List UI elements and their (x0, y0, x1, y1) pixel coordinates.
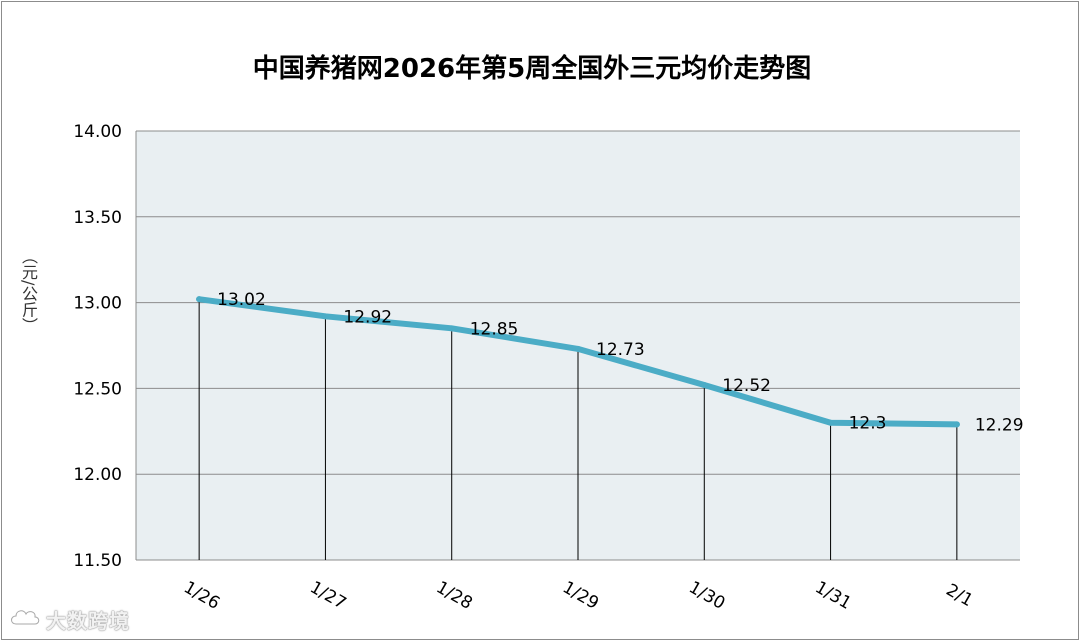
watermark-text: 大数跨境 (46, 608, 130, 633)
data-point (196, 296, 203, 303)
data-point (827, 419, 834, 426)
y-tick-label: 13.50 (73, 208, 122, 228)
data-label: 12.29 (975, 415, 1024, 435)
cloud-logo-icon (8, 605, 42, 633)
x-tick-label: 1/31 (812, 577, 855, 613)
data-point (953, 421, 960, 428)
data-point (322, 313, 329, 320)
data-label: 12.52 (722, 376, 771, 396)
x-tick-label: 1/27 (306, 577, 349, 613)
data-label: 12.3 (849, 414, 887, 434)
y-tick-label: 13.00 (73, 294, 122, 314)
x-tick-label: 2/1 (943, 580, 977, 611)
watermark: 大数跨境 (8, 605, 130, 633)
y-tick-label: 12.00 (73, 465, 122, 485)
series-layer (196, 296, 960, 428)
y-axis-label: （元/公斤） (19, 248, 38, 334)
x-tick-label: 1/26 (180, 577, 223, 613)
data-labels: 13.02 12.92 12.85 12.73 12.52 12.3 12.29 (217, 290, 1023, 435)
data-label: 12.92 (343, 307, 392, 327)
data-point (701, 381, 708, 388)
y-tick-label: 11.50 (73, 551, 122, 571)
y-tick-label: 12.50 (73, 379, 122, 399)
x-tick-label: 1/30 (685, 577, 728, 613)
data-point (448, 325, 455, 332)
x-axis-ticks: 1/26 1/27 1/28 1/29 1/30 1/31 2/1 (180, 577, 976, 613)
drop-lines (198, 299, 958, 560)
data-label: 13.02 (217, 290, 266, 310)
data-point (575, 345, 581, 352)
x-tick-label: 1/29 (559, 577, 602, 613)
data-label: 12.85 (470, 319, 519, 339)
y-axis-ticks: 11.50 12.00 12.50 13.00 13.50 14.00 (73, 122, 122, 571)
chart-title: 中国养猪网2026年第5周全国外三元均价走势图 (252, 54, 812, 84)
data-label: 12.73 (596, 340, 645, 360)
x-tick-label: 1/28 (433, 577, 476, 613)
y-tick-label: 14.00 (73, 122, 122, 142)
